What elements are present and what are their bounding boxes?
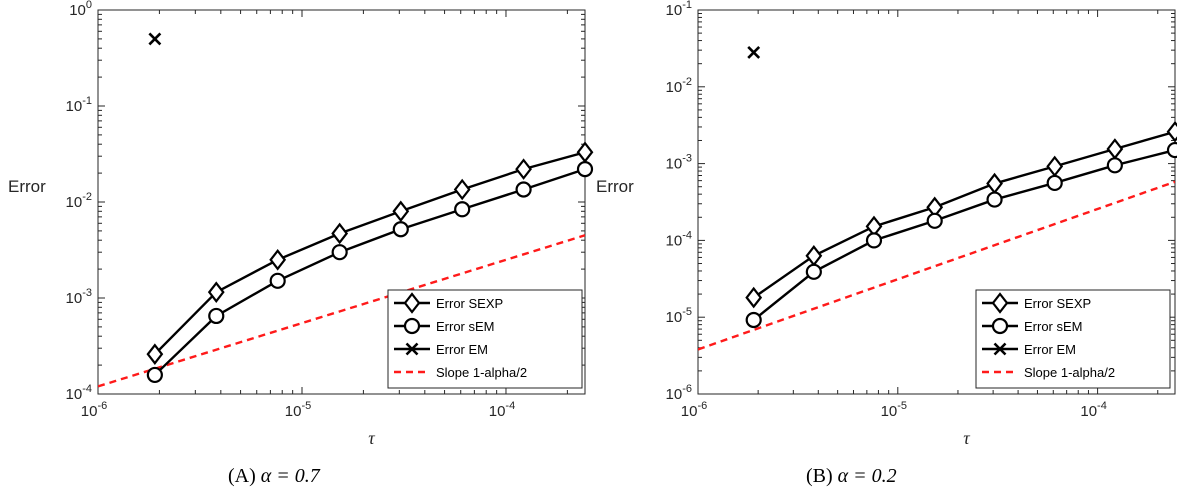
- legend-marker-error-sem: [991, 317, 1009, 335]
- x-axis-label: τ: [368, 428, 375, 448]
- x-marker-stroke: [148, 32, 162, 46]
- legend-label-error-em: Error EM: [436, 342, 488, 357]
- series-line-slope-1-alpha-2: [98, 234, 585, 388]
- caption-a-prefix: (A): [228, 465, 256, 487]
- data-point-error-sexp: [269, 249, 287, 271]
- data-point-error-sexp: [1106, 138, 1124, 160]
- y-tick-label: 10-4: [666, 229, 692, 249]
- legend-label-error-sexp: Error SEXP: [1024, 296, 1091, 311]
- data-point-error-sem: [576, 161, 594, 178]
- data-point-error-sem: [146, 366, 163, 384]
- legend-marker-error-em: [405, 342, 419, 356]
- data-point-error-sexp: [986, 172, 1003, 195]
- data-layer: [98, 151, 585, 388]
- legend-label-slope-1-alpha-2: Slope 1-alpha/2: [436, 365, 527, 380]
- y-tick-label: 10-1: [66, 95, 92, 115]
- y-tick-label: 10-3: [666, 153, 692, 173]
- data-layer: [698, 130, 1175, 351]
- y-axis-label: Error: [8, 177, 46, 196]
- data-point-error-sem: [1106, 157, 1123, 174]
- data-point-error-sem: [454, 201, 471, 218]
- chart-panel-b: 10-6 10-5 10-4 10-6 10-5 10-4 10-3 10-2 10-1 Erro…: [590, 0, 1177, 497]
- y-tick-label: 10-4: [66, 383, 92, 403]
- y-tick-label: 10-2: [66, 191, 92, 211]
- y-tick-label: 10-6: [666, 383, 692, 403]
- x-marker-stroke: [747, 46, 761, 59]
- data-point-error-em: [148, 32, 162, 46]
- data-point-error-sem: [865, 232, 883, 249]
- x-marker-stroke: [993, 342, 1007, 356]
- y-tick-label: 10-2: [666, 76, 692, 96]
- caption-b: (B) α = 0.2: [806, 465, 897, 488]
- legend-marker-error-sexp: [991, 292, 1009, 314]
- caption-b-math: α = 0.2: [837, 465, 897, 487]
- x-tick-label: 10-5: [285, 400, 311, 420]
- data-point-error-sem: [745, 311, 762, 329]
- legend-marker-error-sem: [403, 317, 421, 335]
- x-tick-label: 10-6: [81, 400, 107, 420]
- y-axis-label: Error: [596, 177, 634, 196]
- chart-b-svg: 10-6 10-5 10-4 10-6 10-5 10-4 10-3 10-2 10-1 Erro…: [596, 0, 1177, 448]
- series-line-error-sem: [154, 167, 585, 376]
- data-point-error-em: [747, 46, 761, 59]
- y-tick-label: 10-1: [666, 0, 692, 19]
- plot-frame: [697, 9, 1176, 395]
- series-line-error-sexp: [154, 151, 585, 356]
- data-point-error-sem: [1046, 174, 1063, 192]
- data-point-error-sem: [805, 263, 822, 280]
- x-tick-label: 10-6: [681, 400, 707, 420]
- data-point-error-sexp: [331, 222, 349, 245]
- data-point-error-sem: [926, 212, 943, 229]
- x-tick-label: 10-4: [1080, 400, 1106, 420]
- data-point-error-sem: [208, 307, 225, 325]
- caption-a-math: α = 0.7: [260, 465, 320, 487]
- x-marker-stroke: [405, 342, 419, 356]
- chart-a-svg: 10-6 10-5 10-4 10-4 10-3 10-2 10-1 100 Error τ Err…: [8, 0, 594, 448]
- legend: Error SEXP Error sEM Error EM Slope 1-alpha…: [387, 289, 583, 389]
- legend: Error SEXP Error sEM Error EM Slope 1-alpha…: [975, 289, 1171, 389]
- data-point-error-sem: [986, 191, 1003, 208]
- data-point-error-sexp: [453, 178, 471, 201]
- data-point-error-sexp: [1166, 120, 1177, 143]
- chart-panel-a: 10-6 10-5 10-4 10-4 10-3 10-2 10-1 100 Error τ Err…: [0, 0, 594, 497]
- x-tick-label: 10-5: [881, 400, 907, 420]
- legend-label-error-em: Error EM: [1024, 342, 1076, 357]
- caption-a: (A) α = 0.7: [228, 465, 320, 488]
- data-point-error-sexp: [805, 245, 823, 267]
- legend-marker-error-em: [993, 342, 1007, 356]
- x-axis-label: τ: [963, 428, 970, 448]
- legend-marker-error-sexp: [403, 292, 421, 314]
- legend-label-slope-1-alpha-2: Slope 1-alpha/2: [1024, 365, 1115, 380]
- series-line-error-sexp: [753, 130, 1175, 299]
- data-point-error-sexp: [146, 343, 164, 365]
- y-tick-label: 10-5: [666, 306, 692, 326]
- series-line-slope-1-alpha-2: [698, 180, 1175, 351]
- series-line-error-sem: [752, 148, 1175, 321]
- data-point-error-sem: [331, 244, 348, 261]
- data-point-error-sexp: [1046, 155, 1064, 178]
- x-tick-label: 10-4: [489, 400, 515, 420]
- y-tick-label: 100: [69, 0, 92, 19]
- legend-label-error-sem: Error sEM: [1024, 319, 1083, 334]
- data-point-error-sem: [1166, 141, 1177, 159]
- caption-b-prefix: (B): [806, 465, 833, 487]
- marker-layer: [745, 46, 1177, 329]
- legend-label-error-sem: Error sEM: [436, 319, 495, 334]
- data-point-error-sexp: [515, 158, 532, 180]
- data-point-error-sem: [515, 181, 532, 198]
- data-point-error-sem: [269, 272, 286, 289]
- data-point-error-sem: [392, 221, 409, 238]
- data-point-error-sexp: [207, 281, 225, 303]
- y-tick-label: 10-3: [66, 287, 92, 307]
- data-point-error-sexp: [745, 286, 763, 309]
- data-point-error-sexp: [392, 200, 410, 223]
- marker-layer: [146, 32, 594, 384]
- legend-label-error-sexp: Error SEXP: [436, 296, 503, 311]
